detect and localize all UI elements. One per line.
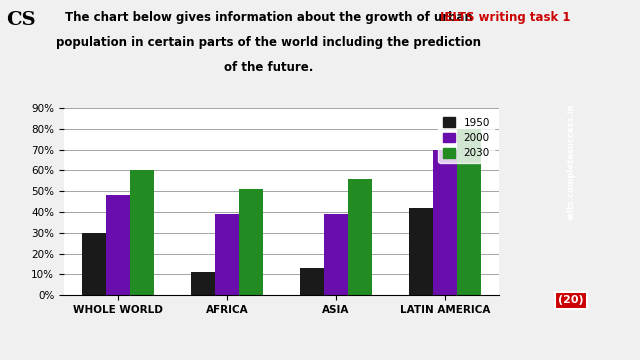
Legend: 1950, 2000, 2030: 1950, 2000, 2030 [438,113,494,163]
Bar [433,150,457,295]
Bar [348,179,372,295]
Text: ielts.completesuccess.in: ielts.completesuccess.in [566,103,576,220]
Bar [215,214,239,295]
Bar [457,129,481,295]
Bar [300,268,324,295]
Text: of the future.: of the future. [224,61,314,74]
Bar [324,214,348,295]
Bar [191,272,215,295]
Text: IELTS writing task 1: IELTS writing task 1 [440,11,571,24]
Bar [83,233,106,295]
Text: population in certain parts of the world including the prediction: population in certain parts of the world… [56,36,481,49]
Text: The chart below gives information about the growth of urban: The chart below gives information about … [65,11,473,24]
Bar [409,208,433,295]
Text: CS: CS [6,11,36,29]
Bar [131,170,154,295]
Bar [106,195,131,295]
Text: (20): (20) [558,296,584,305]
Bar [239,189,263,295]
